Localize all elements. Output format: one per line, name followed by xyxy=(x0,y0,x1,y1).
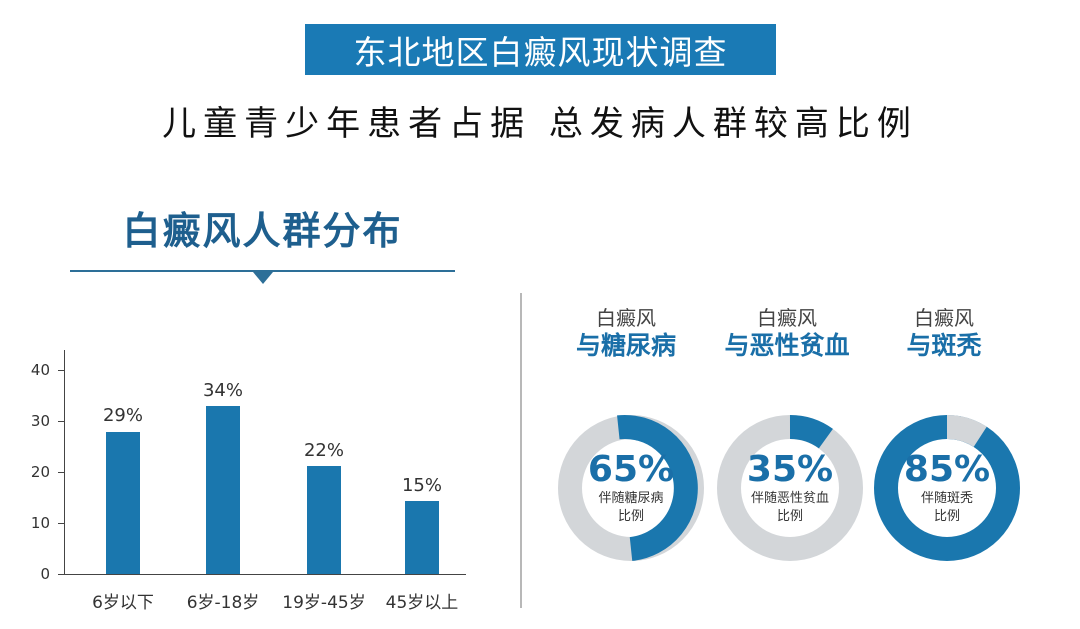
x-category-label: 45岁以上 xyxy=(385,593,459,613)
y-axis xyxy=(64,350,65,574)
pointer-triangle-icon xyxy=(253,272,273,284)
bar-6-under xyxy=(106,432,140,574)
bar-19-45 xyxy=(307,466,341,574)
donut-percent: 85% xyxy=(903,449,991,490)
donut-heading-anemia: 白癜风 与恶性贫血 xyxy=(707,305,867,361)
x-axis xyxy=(58,574,466,575)
donut-heading-main: 与斑秃 xyxy=(906,331,982,360)
x-category-label: 6岁以下 xyxy=(92,593,154,613)
bar-6-18 xyxy=(206,406,240,574)
x-category-label: 19岁-45岁 xyxy=(282,593,366,613)
donut-ring xyxy=(717,414,863,561)
bar-value-label: 29% xyxy=(102,405,143,426)
y-tick xyxy=(58,574,64,575)
subtitle: 儿童青少年患者占据 总发病人群较高比例 xyxy=(162,104,918,144)
donut-heading-pre: 白癜风 xyxy=(757,306,817,330)
y-tick-label: 20 xyxy=(30,463,50,481)
y-tick-label: 40 xyxy=(30,361,50,379)
donut-alopecia: 85% 伴随斑秃 比例 xyxy=(873,414,1021,562)
donut-caption: 伴随斑秃 xyxy=(920,491,973,506)
banner-title: 东北地区白癜风现状调查 xyxy=(305,24,776,75)
donut-caption: 比例 xyxy=(776,509,803,524)
donut-percent: 35% xyxy=(746,449,834,490)
y-tick-label: 30 xyxy=(30,412,50,430)
x-category-label: 6岁-18岁 xyxy=(186,593,260,613)
bar-value-label: 34% xyxy=(202,380,243,401)
bar-value-label: 22% xyxy=(303,440,344,461)
donut-caption: 伴随糖尿病 xyxy=(598,491,664,506)
bar-value-label: 15% xyxy=(401,475,442,496)
donut-ring xyxy=(874,414,1020,561)
section-title: 白癜风人群分布 xyxy=(122,209,403,253)
donut-caption: 伴随恶性贫血 xyxy=(750,491,829,506)
donut-heading-alopecia: 白癜风 与斑秃 xyxy=(864,305,1024,361)
donut-heading-pre: 白癜风 xyxy=(914,306,974,330)
donut-caption: 比例 xyxy=(933,509,960,524)
donut-diabetes: 65% 伴随糖尿病 比例 xyxy=(557,414,705,562)
y-tick xyxy=(58,523,64,524)
y-tick xyxy=(58,370,64,371)
donut-heading-diabetes: 白癜风 与糖尿病 xyxy=(546,305,706,361)
donut-heading-pre: 白癜风 xyxy=(596,306,656,330)
y-tick xyxy=(58,472,64,473)
donut-heading-main: 与糖尿病 xyxy=(575,331,676,360)
y-tick xyxy=(58,421,64,422)
bar-45-over xyxy=(405,501,439,574)
vertical-divider xyxy=(520,293,522,608)
y-tick-label: 0 xyxy=(40,565,50,583)
donut-anemia: 35% 伴随恶性贫血 比例 xyxy=(716,414,864,562)
donut-percent: 65% xyxy=(587,449,675,490)
y-tick-label: 10 xyxy=(30,514,50,532)
donut-caption: 比例 xyxy=(617,509,644,524)
donut-heading-main: 与恶性贫血 xyxy=(724,331,850,360)
section-underline xyxy=(70,270,455,272)
donut-ring xyxy=(558,414,704,561)
